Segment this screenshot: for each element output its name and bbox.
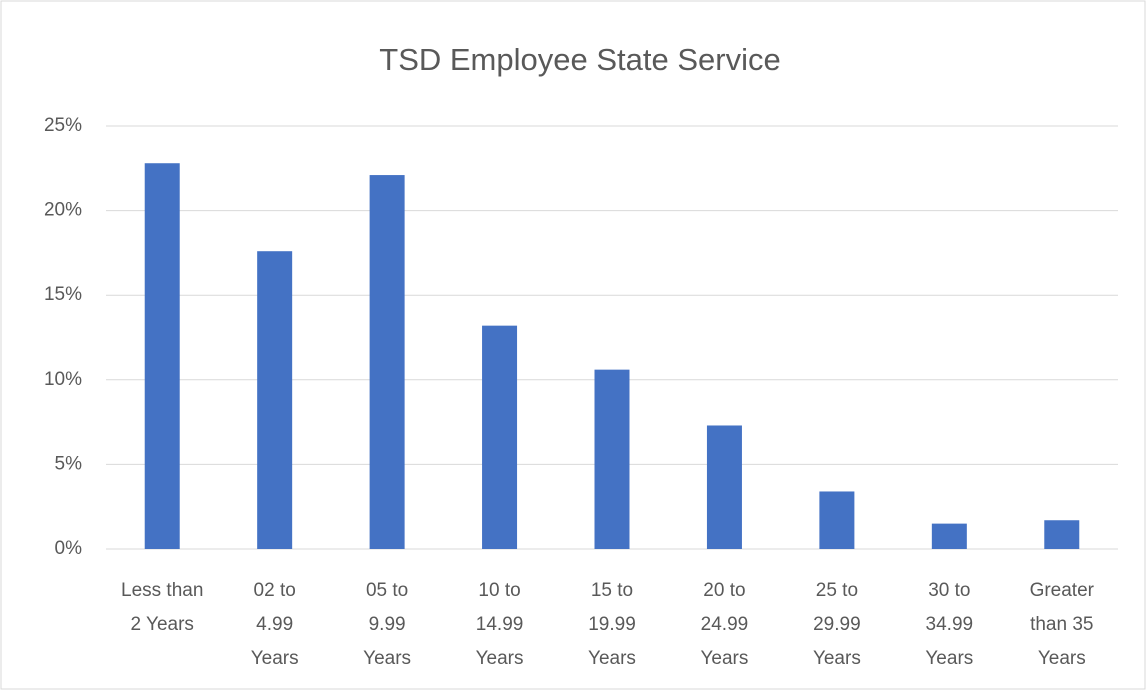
y-tick-label: 0%: [55, 538, 83, 559]
bar: [257, 251, 293, 549]
y-tick-label: 25%: [44, 115, 82, 136]
x-tick-label: 10 to 14.99 Years: [476, 580, 524, 669]
x-tick-label: 02 to 4.99 Years: [251, 580, 299, 669]
bar: [144, 163, 180, 549]
bar: [482, 325, 518, 549]
y-tick-label: 5%: [55, 453, 83, 474]
bar: [931, 523, 967, 549]
x-tick-label: 05 to 9.99 Years: [363, 580, 411, 669]
x-tick-label: 30 to 34.99 Years: [925, 580, 973, 669]
bar: [1044, 520, 1080, 549]
y-tick-label: 15%: [44, 284, 82, 305]
x-tick-label: 20 to 24.99 Years: [700, 580, 748, 669]
y-tick-label: 20%: [44, 200, 82, 221]
chart-title: TSD Employee State Service: [379, 42, 780, 77]
x-tick-label: 15 to 19.99 Years: [588, 580, 636, 669]
y-tick-label: 10%: [44, 369, 82, 390]
bar: [706, 425, 742, 549]
bar: [369, 175, 405, 549]
x-tick-label: Greater than 35 Years: [1030, 580, 1095, 669]
x-tick-label: 25 to 29.99 Years: [813, 580, 861, 669]
bar: [819, 491, 855, 549]
x-tick-label: Less than 2 Years: [121, 580, 203, 635]
bar: [594, 369, 630, 549]
